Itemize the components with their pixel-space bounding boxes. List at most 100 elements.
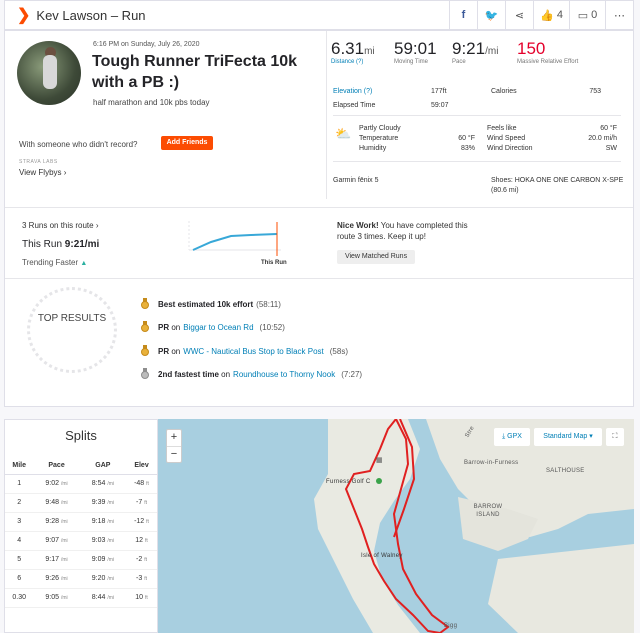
elevation-label[interactable]: Elevation (?)	[333, 88, 373, 95]
map-style-dropdown[interactable]: Standard Map ▾	[534, 428, 602, 446]
activity-summary-card: 6:16 PM on Sunday, July 26, 2020 Tough R…	[4, 30, 634, 407]
split-elev-value: -3	[136, 575, 143, 582]
zoom-in-button[interactable]: +	[170, 431, 178, 443]
thumbs-up-icon: 👍	[540, 9, 554, 22]
pace-unit: /mi	[485, 46, 499, 57]
split-pace: 9:02 /mi	[33, 474, 80, 494]
activity-datetime: 6:16 PM on Sunday, July 26, 2020	[93, 41, 200, 48]
split-elev-unit: ft	[146, 519, 149, 525]
twitter-share-icon[interactable]: 🐦	[477, 1, 505, 29]
split-gap-value: 9:09	[91, 556, 106, 563]
fullscreen-icon[interactable]: ⛶	[606, 428, 624, 446]
achievement-bold: Best estimated 10k effort	[158, 299, 254, 309]
avatar-head	[45, 47, 56, 58]
add-friends-button[interactable]: Add Friends	[161, 136, 213, 150]
route-separator-top	[5, 207, 633, 208]
elevation-value: 177ft	[431, 88, 447, 95]
achievement-time: (58:11)	[256, 299, 281, 309]
split-mile-value: 2	[17, 499, 22, 506]
achievement-pre: on	[171, 322, 181, 332]
split-elev-unit: ft	[144, 576, 147, 582]
achievement-bold: PR	[158, 322, 170, 332]
split-gap-unit: /mi	[107, 481, 114, 487]
gap-header: GAP	[79, 458, 127, 475]
facebook-share-icon[interactable]: f	[449, 1, 477, 29]
segment-link[interactable]: Roundhouse to Thorny Nook	[233, 369, 336, 379]
comment-button[interactable]: ▭ 0	[569, 1, 605, 29]
humidity-label: Humidity	[359, 145, 387, 152]
share-icon[interactable]: ⋖	[505, 1, 533, 29]
more-actions-icon[interactable]: ⋯	[605, 1, 633, 29]
split-gap-value: 8:54	[91, 480, 106, 487]
pace-value: 9:21	[452, 39, 486, 58]
split-elev: -3 ft	[126, 569, 157, 589]
segment-link[interactable]: Biggar to Ocean Rd	[183, 322, 254, 332]
split-pace-value: 9:26	[45, 575, 60, 582]
activity-title: Tough Runner TriFecta 10k with a PB :)	[92, 53, 298, 91]
avatar-figure	[43, 55, 57, 89]
zoom-out-button[interactable]: −	[167, 446, 181, 462]
split-gap-value: 9:18	[91, 518, 106, 525]
split-gap-unit: /mi	[107, 595, 114, 601]
split-gap: 9:09 /mi	[79, 550, 127, 570]
split-elev-value: -48	[134, 480, 145, 487]
split-pace: 9:07 /mi	[33, 531, 80, 551]
distance-label[interactable]: Distance (?)	[331, 59, 364, 65]
effort-value: 150	[517, 39, 546, 58]
split-gap: 9:20 /mi	[79, 569, 127, 589]
top-results-title: TOP RESULTS	[37, 313, 107, 324]
weather-condition: Partly Cloudy	[359, 125, 401, 132]
runs-on-route-link[interactable]: 3 Runs on this route ›	[22, 221, 99, 230]
splits-panel: Splits Mile Pace GAP Elev 1 9:02 /mi 8:54 …	[4, 419, 158, 633]
achievement-pre: on	[171, 346, 181, 356]
athlete-avatar[interactable]	[17, 41, 81, 105]
silver-medal-icon	[140, 368, 150, 380]
split-elev: -48 ft	[126, 474, 157, 494]
nice-work-text: You have completed this route 3 times. K…	[337, 221, 468, 241]
stats-separator	[333, 115, 621, 116]
activity-description: half marathon and 10k pbs today	[93, 98, 210, 107]
wind-speed-value: 20.0 mi/h	[588, 135, 617, 142]
map-canvas: ▦	[314, 419, 634, 633]
split-elev: -2 ft	[126, 550, 157, 570]
calories-label: Calories	[491, 88, 517, 95]
achievement-time: (7:27)	[341, 369, 363, 379]
split-elev-unit: ft	[145, 538, 148, 544]
achievement-time: (58s)	[329, 346, 348, 356]
achievement-pre: on	[221, 369, 231, 379]
split-row: 6 9:26 /mi 9:20 /mi -3 ft	[5, 569, 157, 589]
view-flybys-link[interactable]: View Flybys ›	[19, 168, 67, 177]
elapsed-time-label: Elapsed Time	[333, 102, 376, 109]
elapsed-time-value: 59:07	[431, 102, 449, 109]
split-pace: 9:17 /mi	[33, 550, 80, 570]
split-mile: 0.30	[5, 588, 34, 608]
moving-time-label: Moving Time	[394, 59, 429, 65]
stat-relative-effort[interactable]: 150 Massive Relative Effort	[517, 39, 583, 66]
runs-on-route-text: 3 Runs on this route	[22, 221, 94, 230]
split-pace-unit: /mi	[60, 519, 68, 525]
segment-link[interactable]: WWC - Nautical Bus Stop to Black Post	[183, 346, 324, 356]
activity-header: ❯ Kev Lawson – Run f 🐦 ⋖ 👍 4 ▭ 0 ⋯	[4, 0, 634, 30]
split-gap: 9:03 /mi	[79, 531, 127, 551]
split-gap-unit: /mi	[107, 500, 114, 506]
weather-separator	[333, 161, 621, 162]
sport-chevron-icon: ❯	[17, 7, 31, 24]
kudos-count: 4	[556, 9, 563, 21]
kudos-button[interactable]: 👍 4	[533, 1, 569, 29]
comment-icon: ▭	[577, 9, 589, 22]
splits-title: Splits	[65, 428, 97, 443]
split-gap-value: 9:03	[91, 537, 106, 544]
split-pace: 9:48 /mi	[33, 493, 80, 513]
gpx-download-button[interactable]: ⤓ GPX	[494, 428, 530, 446]
shoes-name[interactable]: Shoes: HOKA ONE ONE CARBON X-SPE	[491, 177, 624, 184]
gold-medal-icon	[140, 345, 150, 357]
activity-header-title: Kev Lawson – Run	[36, 7, 146, 23]
wind-direction-value: SW	[605, 145, 617, 152]
this-run-pace-value: 9:21/mi	[64, 239, 100, 250]
view-matched-runs-button[interactable]: View Matched Runs	[337, 250, 415, 264]
achievement-item: PR on WWC - Nautical Bus Stop to Black P…	[140, 345, 348, 357]
split-elev: -12 ft	[126, 512, 157, 532]
split-elev-unit: ft	[144, 557, 147, 563]
route-map[interactable]: ▦ Barrow-in-Furness SALTHOUSE BARROW ISL…	[158, 419, 634, 633]
nice-work-bold: Nice Work!	[337, 221, 379, 230]
